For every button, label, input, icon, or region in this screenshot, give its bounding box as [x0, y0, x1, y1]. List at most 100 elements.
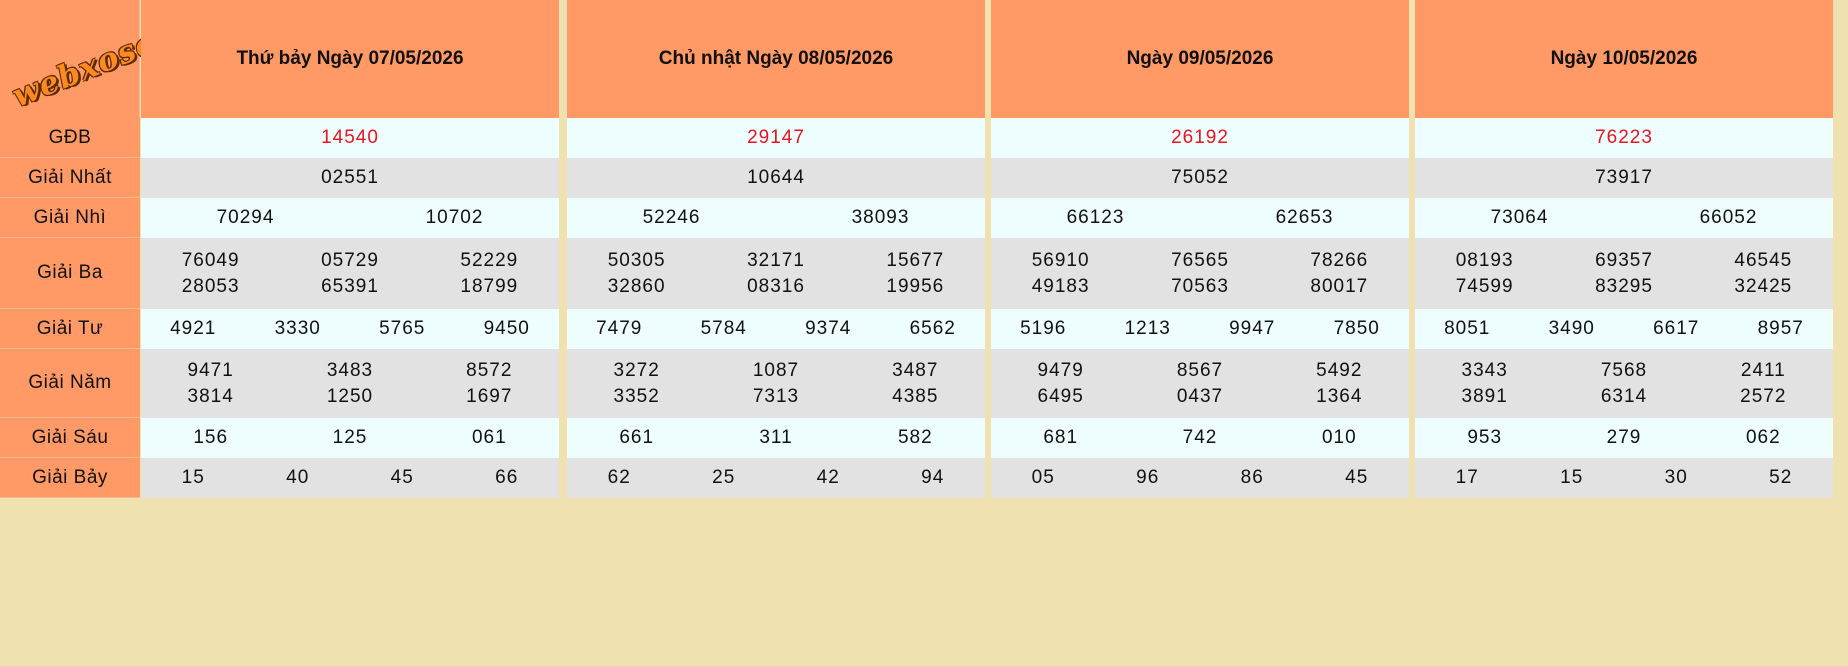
prize-number: 3343 — [1461, 359, 1508, 381]
prize-number: 4385 — [892, 385, 939, 407]
prize-number: 8957 — [1757, 318, 1804, 339]
prize-row: 8051 3490 6617 8957 — [1415, 309, 1833, 349]
logo-cell: webxoso.net — [0, 0, 228, 118]
prize-number: 08193 — [1455, 249, 1514, 271]
day-header: Ngày 10/05/2026 — [1415, 0, 1833, 118]
prize-number: 02551 — [321, 167, 379, 188]
prize-row: 156 125 061 — [141, 418, 559, 458]
prize-number: 9479 — [1037, 359, 1084, 381]
prize-row: 15 40 45 66 — [141, 458, 559, 498]
prize-number: 3352 — [613, 385, 660, 407]
prize-number: 32425 — [1734, 275, 1793, 297]
prize-number: 9947 — [1229, 318, 1276, 339]
prize-row: 5196 1213 9947 7850 — [991, 309, 1409, 349]
prize-number: 1087 — [752, 359, 800, 381]
prize-row: 9471 3483 8572 3814 1250 1697 — [141, 349, 559, 418]
prize-number: 125 — [332, 427, 368, 448]
prize-row: 76223 — [1415, 118, 1833, 158]
prize-row: 75052 — [991, 158, 1409, 198]
prize-number: 05729 — [321, 249, 379, 271]
prize-number: 94 — [921, 467, 945, 488]
prize-row: 661 311 582 — [567, 418, 985, 458]
prize-number: 40 — [286, 467, 310, 488]
prize-row: 4921 3330 5765 9450 — [141, 309, 559, 349]
prize-number: 1697 — [466, 385, 513, 407]
prize-number: 3490 — [1548, 318, 1595, 339]
prize-row: 953 279 062 — [1415, 418, 1833, 458]
prize-row: 10644 — [567, 158, 985, 198]
prize-number: 061 — [471, 427, 507, 448]
prize-number: 3330 — [274, 318, 321, 339]
prize-row: 50305 32171 15677 32860 08316 19956 — [567, 238, 985, 309]
prize-number: 70563 — [1171, 275, 1229, 297]
prize-number: 50305 — [607, 249, 666, 271]
prize-row: 56910 76565 78266 49183 70563 80017 — [991, 238, 1409, 309]
prize-number: 15 — [1560, 467, 1584, 488]
prize-number: 311 — [759, 427, 793, 448]
prize-number: 28053 — [181, 275, 240, 297]
prize-number: 83295 — [1595, 275, 1653, 297]
prize-row: 52246 38093 — [567, 198, 985, 238]
prize-number: 62 — [607, 467, 631, 488]
prize-number: 582 — [897, 427, 933, 448]
prize-number: 26192 — [1171, 127, 1229, 148]
prize-number: 2572 — [1740, 385, 1787, 407]
prize-number: 3487 — [892, 359, 939, 381]
prize-row: 9479 8567 5492 6495 0437 1364 — [991, 349, 1409, 418]
prize-row: 26192 — [991, 118, 1409, 158]
prize-label: Giải Nhất — [0, 158, 140, 198]
prize-number: 15677 — [886, 249, 945, 271]
prize-number: 05 — [1031, 467, 1055, 488]
prize-number: 80017 — [1310, 275, 1369, 297]
prize-number: 10644 — [747, 167, 805, 188]
prize-number: 3272 — [613, 359, 660, 381]
prize-number: 742 — [1182, 427, 1218, 448]
prize-number: 73917 — [1595, 167, 1653, 188]
prize-number: 7850 — [1333, 318, 1380, 339]
prize-number: 96 — [1136, 467, 1160, 488]
prize-row: 681 742 010 — [991, 418, 1409, 458]
prize-number: 32171 — [747, 249, 805, 271]
prize-number: 52246 — [642, 207, 701, 228]
prize-row: 05 96 86 45 — [991, 458, 1409, 498]
prize-number: 14540 — [321, 127, 379, 148]
prize-number: 9450 — [483, 318, 530, 339]
prize-number: 52 — [1769, 467, 1793, 488]
prize-row: 62 25 42 94 — [567, 458, 985, 498]
prize-number: 66123 — [1066, 207, 1125, 228]
prize-number: 30 — [1664, 467, 1688, 488]
prize-row: 17 15 30 52 — [1415, 458, 1833, 498]
prize-number: 52229 — [460, 249, 519, 271]
prize-number: 156 — [193, 427, 229, 448]
prize-label: Giải Nhì — [0, 198, 140, 238]
prize-number: 7568 — [1600, 359, 1648, 381]
prize-row: 08193 69357 46545 74599 83295 32425 — [1415, 238, 1833, 309]
prize-row: 02551 — [141, 158, 559, 198]
prize-number: 56910 — [1031, 249, 1090, 271]
prize-number: 062 — [1745, 427, 1781, 448]
prize-number: 2411 — [1740, 359, 1786, 381]
prize-number: 42 — [816, 467, 840, 488]
prize-number: 19956 — [886, 275, 945, 297]
prize-label: Giải Ba — [0, 238, 140, 309]
prize-number: 5765 — [379, 318, 426, 339]
prize-number: 76049 — [181, 249, 240, 271]
prize-number: 45 — [1345, 467, 1369, 488]
prize-number: 62653 — [1275, 207, 1334, 228]
day-header: Ngày 09/05/2026 — [991, 0, 1409, 118]
prize-number: 15 — [181, 467, 205, 488]
prize-number: 65391 — [321, 275, 379, 297]
prize-number: 279 — [1606, 427, 1642, 448]
prize-number: 66 — [495, 467, 519, 488]
prize-number: 25 — [712, 467, 736, 488]
prize-number: 8572 — [466, 359, 513, 381]
prize-number: 3814 — [187, 385, 234, 407]
prize-number: 1364 — [1316, 385, 1363, 407]
prize-row: 3343 7568 2411 3891 6314 2572 — [1415, 349, 1833, 418]
prize-number: 9374 — [805, 318, 852, 339]
prize-number: 6562 — [909, 318, 956, 339]
prize-number: 38093 — [851, 207, 910, 228]
prize-number: 66052 — [1699, 207, 1758, 228]
prize-number: 76223 — [1595, 127, 1653, 148]
